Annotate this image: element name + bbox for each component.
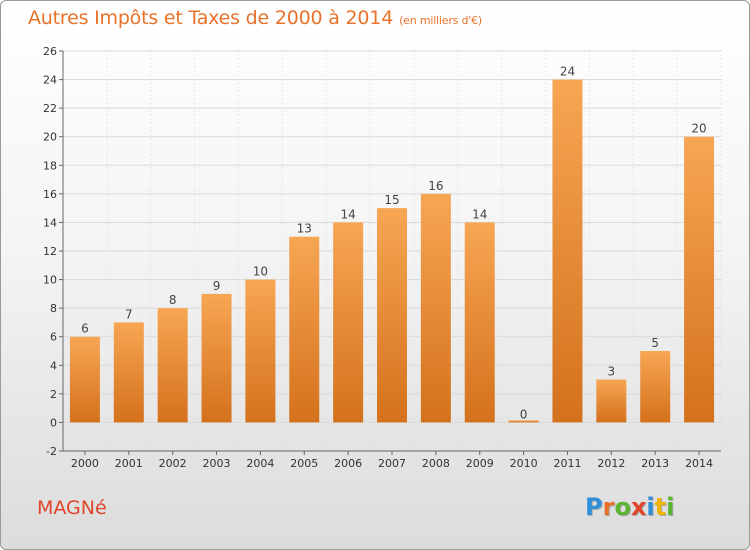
- title-unit: (en milliers d'€): [399, 14, 482, 27]
- y-tick-label: 4: [50, 359, 57, 372]
- bar: [157, 308, 188, 423]
- data-label: 9: [213, 279, 221, 293]
- x-tick-label: 2012: [597, 457, 625, 470]
- logo-letter: r: [602, 493, 615, 521]
- logo-letter: x: [630, 493, 647, 521]
- y-tick-label: 16: [43, 188, 57, 201]
- logo-letter: t: [654, 493, 667, 521]
- y-tick-label: 22: [43, 102, 57, 115]
- bar: [289, 236, 320, 423]
- data-label: 0: [520, 407, 528, 421]
- logo-letter: P: [585, 493, 603, 521]
- bar: [201, 293, 232, 423]
- y-tick-label: -2: [46, 445, 57, 458]
- y-tick-label: 20: [43, 131, 57, 144]
- bar: [464, 222, 495, 423]
- proxiti-logo: Proxiti: [585, 493, 674, 521]
- title-main: Autres Impôts et Taxes de 2000 à 2014: [28, 7, 394, 29]
- x-tick-label: 2014: [685, 457, 713, 470]
- y-tick-label: 2: [50, 388, 57, 401]
- y-tick-label: 10: [43, 274, 57, 287]
- logo-letter: i: [646, 493, 655, 521]
- data-label: 6: [81, 322, 89, 336]
- commune-name: MAGNé: [37, 497, 107, 519]
- axes: [59, 50, 721, 455]
- bar: [552, 79, 583, 423]
- logo-letter: o: [614, 493, 631, 521]
- data-label: 8: [169, 293, 177, 307]
- bar: [684, 136, 715, 423]
- x-tick-label: 2006: [334, 457, 362, 470]
- x-tick-label: 2009: [466, 457, 494, 470]
- bar: [245, 279, 276, 423]
- x-tick-label: 2000: [71, 457, 99, 470]
- y-tick-label: 12: [43, 245, 57, 258]
- data-label: 13: [297, 222, 312, 236]
- data-label: 5: [651, 336, 659, 350]
- labels: -202468101214161820222426200062001720028…: [43, 45, 713, 470]
- chart-title: Autres Impôts et Taxes de 2000 à 2014 (en…: [28, 7, 482, 29]
- data-label: 3: [608, 365, 616, 379]
- bar: [508, 420, 539, 423]
- y-tick-label: 14: [43, 216, 57, 229]
- data-label: 14: [340, 207, 355, 221]
- bar: [377, 208, 407, 423]
- x-tick-label: 2007: [378, 457, 406, 470]
- x-tick-label: 2001: [115, 457, 143, 470]
- x-tick-label: 2003: [203, 457, 231, 470]
- x-tick-label: 2013: [641, 457, 669, 470]
- data-label: 10: [253, 265, 268, 279]
- logo-letter: i: [666, 493, 675, 521]
- x-tick-label: 2005: [290, 457, 318, 470]
- x-tick-label: 2011: [553, 457, 581, 470]
- bar: [69, 336, 100, 423]
- data-label: 16: [428, 179, 443, 193]
- y-tick-label: 18: [43, 159, 57, 172]
- data-label: 20: [691, 122, 706, 136]
- data-label: 7: [125, 307, 133, 321]
- y-tick-label: 8: [50, 302, 57, 315]
- bar: [113, 322, 144, 423]
- x-tick-label: 2008: [422, 457, 450, 470]
- x-tick-label: 2004: [246, 457, 274, 470]
- y-tick-label: 24: [43, 74, 57, 87]
- bar: [640, 351, 671, 423]
- bar: [333, 222, 364, 423]
- bar: [420, 193, 451, 423]
- bar: [596, 379, 627, 423]
- x-tick-label: 2002: [159, 457, 187, 470]
- data-label: 14: [472, 207, 487, 221]
- y-tick-label: 26: [43, 45, 57, 58]
- y-tick-label: 0: [50, 416, 57, 429]
- x-tick-label: 2010: [510, 457, 538, 470]
- data-label: 15: [384, 193, 399, 207]
- y-tick-label: 6: [50, 331, 57, 344]
- data-label: 24: [560, 65, 575, 79]
- bars: [69, 79, 715, 423]
